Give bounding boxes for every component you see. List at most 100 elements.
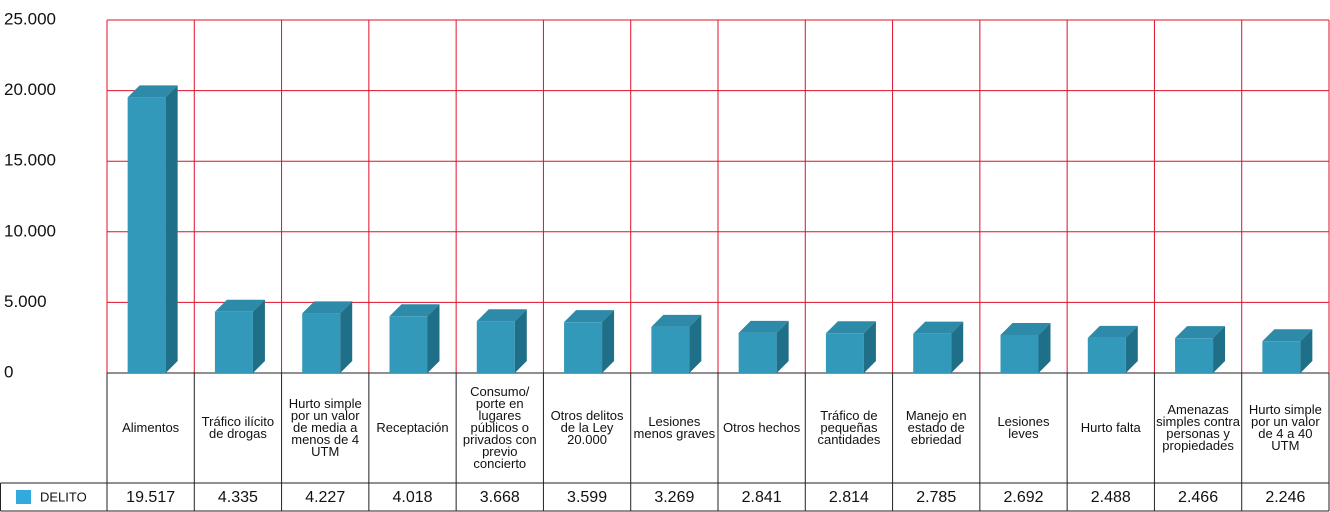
- x-tick-label: Amenazas simples contra personas y propi…: [1156, 402, 1240, 453]
- bar-top: [302, 301, 353, 314]
- category-cell: Hurto simple por un valor de 4 a 40 UTM: [1248, 402, 1322, 453]
- bar-front: [825, 333, 864, 373]
- bar-front: [564, 322, 603, 373]
- bar-side: [252, 299, 265, 373]
- category-cell: Alimentos: [122, 420, 180, 435]
- y-tick-label: 20.000: [4, 80, 56, 99]
- y-tick-label: 5.000: [4, 292, 47, 311]
- bar-top: [825, 321, 876, 334]
- bar: [389, 304, 440, 373]
- bar-top: [214, 299, 265, 312]
- category-cell: Hurto falta: [1080, 420, 1141, 435]
- bar-side: [1125, 325, 1138, 373]
- y-tick-label: 0: [4, 362, 13, 381]
- bar-side: [776, 320, 789, 373]
- category-cell: Otros hechos: [722, 420, 801, 435]
- bar: [1262, 329, 1313, 373]
- bar: [1175, 326, 1226, 373]
- bar-front: [127, 97, 166, 374]
- bar: [564, 310, 615, 373]
- value-label: 3.269: [654, 489, 694, 506]
- y-tick-label: 15.000: [4, 151, 56, 170]
- x-tick-label: Tráfico ilícito de drogas: [201, 414, 275, 441]
- bar-side: [1213, 326, 1226, 373]
- value-label: 2.692: [1003, 489, 1043, 506]
- x-tick-label: Alimentos: [122, 420, 180, 435]
- bar: [913, 321, 964, 373]
- bar-side: [165, 85, 178, 374]
- bar-side: [689, 314, 702, 373]
- x-tick-label: Hurto falta: [1080, 420, 1141, 435]
- value-label: 2.841: [742, 489, 782, 506]
- bar-front: [913, 333, 952, 373]
- bar: [302, 301, 353, 373]
- value-label: 3.599: [567, 489, 607, 506]
- category-cell: Otros delitos de la Ley 20.000: [550, 408, 624, 447]
- value-label: 2.466: [1178, 489, 1218, 506]
- bar-front: [651, 326, 690, 373]
- x-tick-label: Hurto simple por un valor de media a men…: [288, 396, 362, 459]
- value-label: 4.335: [218, 489, 258, 506]
- category-cell: Receptación: [376, 420, 449, 435]
- bar-top: [476, 309, 527, 322]
- x-tick-label: Receptación: [376, 420, 449, 435]
- x-tick-label: Lesiones menos graves: [633, 414, 716, 441]
- bar: [651, 314, 702, 373]
- category-cell: Consumo/ porte en lugares públicos o pri…: [463, 385, 537, 470]
- bar-top: [1000, 322, 1051, 335]
- bar-top: [1262, 329, 1313, 342]
- value-label: 2.814: [829, 489, 869, 506]
- bar-front: [1000, 334, 1039, 373]
- bar-front: [476, 321, 515, 373]
- bar-side: [602, 310, 615, 373]
- bar-side: [951, 321, 964, 373]
- bar-side: [340, 301, 353, 373]
- value-label: 19.517: [126, 489, 175, 506]
- category-cell: Hurto simple por un valor de media a men…: [288, 396, 362, 459]
- value-label: 2.488: [1091, 489, 1131, 506]
- bar: [127, 85, 178, 374]
- bar-front: [389, 316, 428, 373]
- bar-front: [1175, 338, 1214, 373]
- value-label: 2.246: [1265, 489, 1305, 506]
- bar-side: [427, 304, 440, 373]
- category-cell: Lesiones menos graves: [633, 414, 716, 441]
- bar-top: [913, 321, 964, 334]
- bar-top: [651, 314, 702, 327]
- x-tick-label: Lesiones leves: [997, 414, 1050, 441]
- y-tick-label: 25.000: [4, 9, 56, 28]
- bar: [476, 309, 527, 373]
- bar: [1087, 325, 1138, 373]
- bar-top: [738, 320, 789, 333]
- bar-top: [1087, 325, 1138, 338]
- category-cell: Tráfico ilícito de drogas: [201, 414, 275, 441]
- bar: [738, 320, 789, 373]
- x-tick-label: Hurto simple por un valor de 4 a 40 UTM: [1248, 402, 1322, 453]
- category-cell: Lesiones leves: [997, 414, 1050, 441]
- category-cell: Tráfico de pequeñas cantidades: [817, 408, 881, 447]
- bar: [214, 299, 265, 373]
- x-tick-label: Otros delitos de la Ley 20.000: [550, 408, 624, 447]
- value-label: 3.668: [480, 489, 520, 506]
- bar-top: [389, 304, 440, 317]
- y-tick-label: 10.000: [4, 221, 56, 240]
- bar-top: [564, 310, 615, 323]
- bar: [1000, 322, 1051, 373]
- bar: [825, 321, 876, 373]
- x-tick-label: Otros hechos: [722, 420, 801, 435]
- value-label: 2.785: [916, 489, 956, 506]
- bar-front: [302, 313, 341, 373]
- value-label: 4.018: [392, 489, 432, 506]
- x-tick-label: Manejo en estado de ebriedad: [905, 408, 967, 447]
- bar-top: [1175, 326, 1226, 339]
- bar-side: [1300, 329, 1313, 373]
- bar-front: [214, 311, 253, 373]
- value-label: 4.227: [305, 489, 345, 506]
- x-tick-label: Tráfico de pequeñas cantidades: [817, 408, 881, 447]
- bar-front: [738, 332, 777, 373]
- bar-side: [863, 321, 876, 373]
- legend-label: DELITO: [40, 489, 87, 504]
- bar-side: [1038, 322, 1051, 373]
- bar-side: [514, 309, 527, 373]
